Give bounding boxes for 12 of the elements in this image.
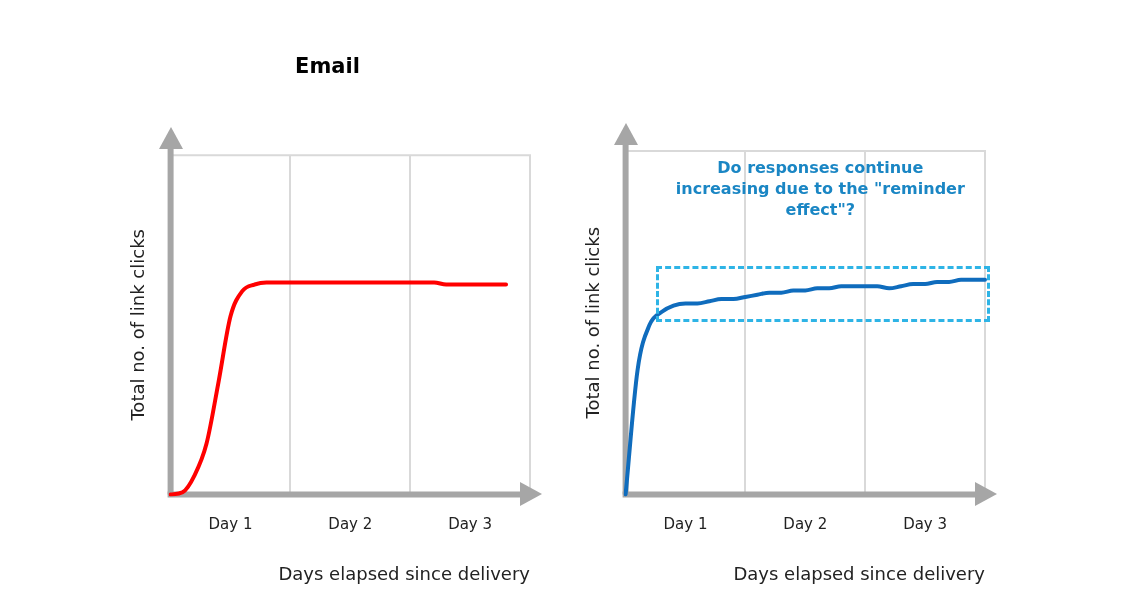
y-axis-title: Total no. of link clicks — [127, 229, 149, 422]
text: Do responses continue increasing due to the "reminder effect"? — [675, 158, 965, 219]
x-axis-title: Days elapsed since delivery — [278, 562, 531, 584]
x-tick-label: Day 1 — [208, 515, 253, 534]
chart-title: Email — [295, 54, 360, 79]
x-tick-label: Day 3 — [903, 515, 948, 534]
x-tick-label: Day 2 — [783, 515, 828, 534]
x-axis-title: Days elapsed since delivery — [733, 562, 986, 584]
x-tick-label: Day 1 — [663, 515, 708, 534]
x-tick-label: Day 2 — [328, 515, 373, 534]
x-tick-label: Day 3 — [448, 515, 493, 534]
y-axis-title: Total no. of link clicks — [582, 226, 604, 420]
